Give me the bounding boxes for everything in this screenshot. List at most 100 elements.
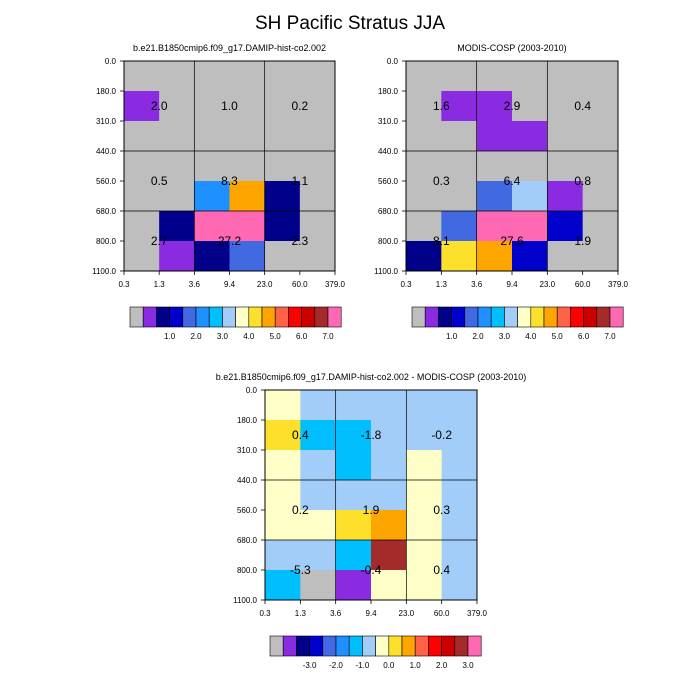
data-label: 1.9 [574, 234, 591, 248]
figure-title: SH Pacific Stratus JJA [255, 13, 445, 34]
heatmap-cell [441, 570, 478, 601]
heatmap-cell [159, 241, 195, 272]
data-label: 2.3 [291, 234, 308, 248]
data-label: -0.4 [361, 563, 382, 577]
heatmap-cell [476, 121, 513, 152]
y-tick-label: 310.0 [96, 117, 117, 126]
heatmap-cell [371, 450, 407, 481]
heatmap-cell [299, 211, 336, 242]
data-label: 1.6 [433, 99, 450, 113]
colorbar-label: 4.0 [525, 332, 537, 341]
colorbar-swatch [129, 306, 144, 328]
heatmap-cell [441, 121, 478, 152]
data-label: -5.3 [290, 563, 311, 577]
colorbar-swatch [156, 306, 170, 328]
heatmap-cell [476, 61, 513, 92]
x-tick-label: 1.3 [436, 280, 448, 289]
colorbar-swatch [401, 635, 416, 657]
heatmap-cell [194, 121, 230, 152]
heatmap-cell [229, 211, 266, 242]
colorbar-swatch [269, 635, 284, 657]
data-label: 0.4 [433, 563, 450, 577]
data-label: 0.4 [574, 99, 591, 113]
data-label: 1.9 [363, 503, 380, 517]
x-tick-label: 9.4 [365, 609, 377, 618]
x-tick-label: 379.0 [467, 609, 488, 618]
heatmap-cell [476, 91, 513, 122]
panel-title: MODIS-COSP (2003-2010) [457, 43, 566, 53]
heatmap-cell [547, 211, 584, 242]
heatmap-cell [406, 510, 443, 541]
heatmap-cell [512, 151, 548, 182]
y-tick-label: 0.0 [387, 57, 399, 66]
heatmap-cell [441, 450, 478, 481]
data-label: 27.6 [500, 234, 524, 248]
heatmap-cell [229, 241, 266, 272]
panel-title: b.e21.B1850cmip6.f09_g17.DAMIP-hist-co2.… [216, 372, 527, 382]
colorbar-swatch [583, 306, 598, 328]
heatmap-cell [229, 61, 266, 92]
heatmap-cell [547, 91, 584, 122]
heatmap-cell [194, 61, 230, 92]
colorbar-swatch [570, 306, 584, 328]
colorbar-swatch [411, 306, 426, 328]
colorbar-swatch [454, 635, 469, 657]
y-tick-label: 0.0 [105, 57, 117, 66]
colorbar-swatch [375, 635, 390, 657]
colorbar-swatch [543, 306, 558, 328]
y-tick-label: 680.0 [96, 207, 117, 216]
x-tick-label: 23.0 [540, 280, 556, 289]
x-tick-label: 379.0 [325, 280, 346, 289]
data-label: 1.0 [221, 99, 238, 113]
heatmap-cell [441, 91, 478, 122]
heatmap-cell [547, 121, 584, 152]
heatmap-cell [264, 121, 301, 152]
heatmap-cell [547, 241, 584, 272]
data-label: -0.2 [431, 428, 452, 442]
y-tick-label: 1100.0 [92, 267, 116, 276]
heatmap-cell [194, 91, 230, 122]
heatmap-cell [229, 151, 266, 182]
x-tick-label: 60.0 [292, 280, 308, 289]
colorbar-swatch [424, 306, 439, 328]
heatmap-cell [265, 420, 301, 451]
heatmap-cell [265, 510, 301, 541]
x-tick-label: 1.3 [295, 609, 307, 618]
colorbar-swatch [208, 306, 223, 328]
colorbar-label: 6.0 [296, 332, 308, 341]
heatmap-cell [406, 151, 442, 182]
y-tick-label: 310.0 [237, 446, 258, 455]
colorbar-swatch [477, 306, 492, 328]
x-tick-label: 1.3 [154, 280, 166, 289]
heatmap-cell [229, 181, 266, 212]
x-tick-label: 0.3 [259, 609, 271, 618]
colorbar-swatch [490, 306, 505, 328]
colorbar-swatch [348, 635, 363, 657]
heatmap-cell [159, 211, 195, 242]
heatmap-cell [159, 61, 195, 92]
x-tick-label: 3.6 [330, 609, 342, 618]
y-tick-label: 180.0 [378, 87, 399, 96]
heatmap-cell [371, 390, 407, 421]
colorbar-swatch [556, 306, 571, 328]
data-label: 2.0 [151, 99, 168, 113]
panel-3: b.e21.B1850cmip6.f09_g17.DAMIP-hist-co2.… [216, 372, 527, 670]
heatmap-cell [406, 420, 443, 451]
y-tick-label: 560.0 [96, 177, 117, 186]
heatmap-cell [441, 181, 478, 212]
heatmap-cell [124, 211, 160, 242]
y-tick-label: 560.0 [237, 506, 258, 515]
heatmap-cell [335, 450, 372, 481]
y-tick-label: 1100.0 [233, 596, 257, 605]
heatmap-cell [299, 61, 336, 92]
colorbar-swatch [428, 635, 442, 657]
heatmap-cell [371, 540, 407, 571]
heatmap-cell [194, 181, 230, 212]
heatmap-cell [124, 241, 160, 272]
colorbar-swatch [235, 306, 250, 328]
panel-title: b.e21.B1850cmip6.f09_g17.DAMIP-hist-co2.… [133, 43, 326, 53]
colorbar-swatch [504, 306, 518, 328]
y-tick-label: 440.0 [96, 147, 117, 156]
colorbar-swatch [517, 306, 532, 328]
heatmap-cell [300, 540, 337, 571]
